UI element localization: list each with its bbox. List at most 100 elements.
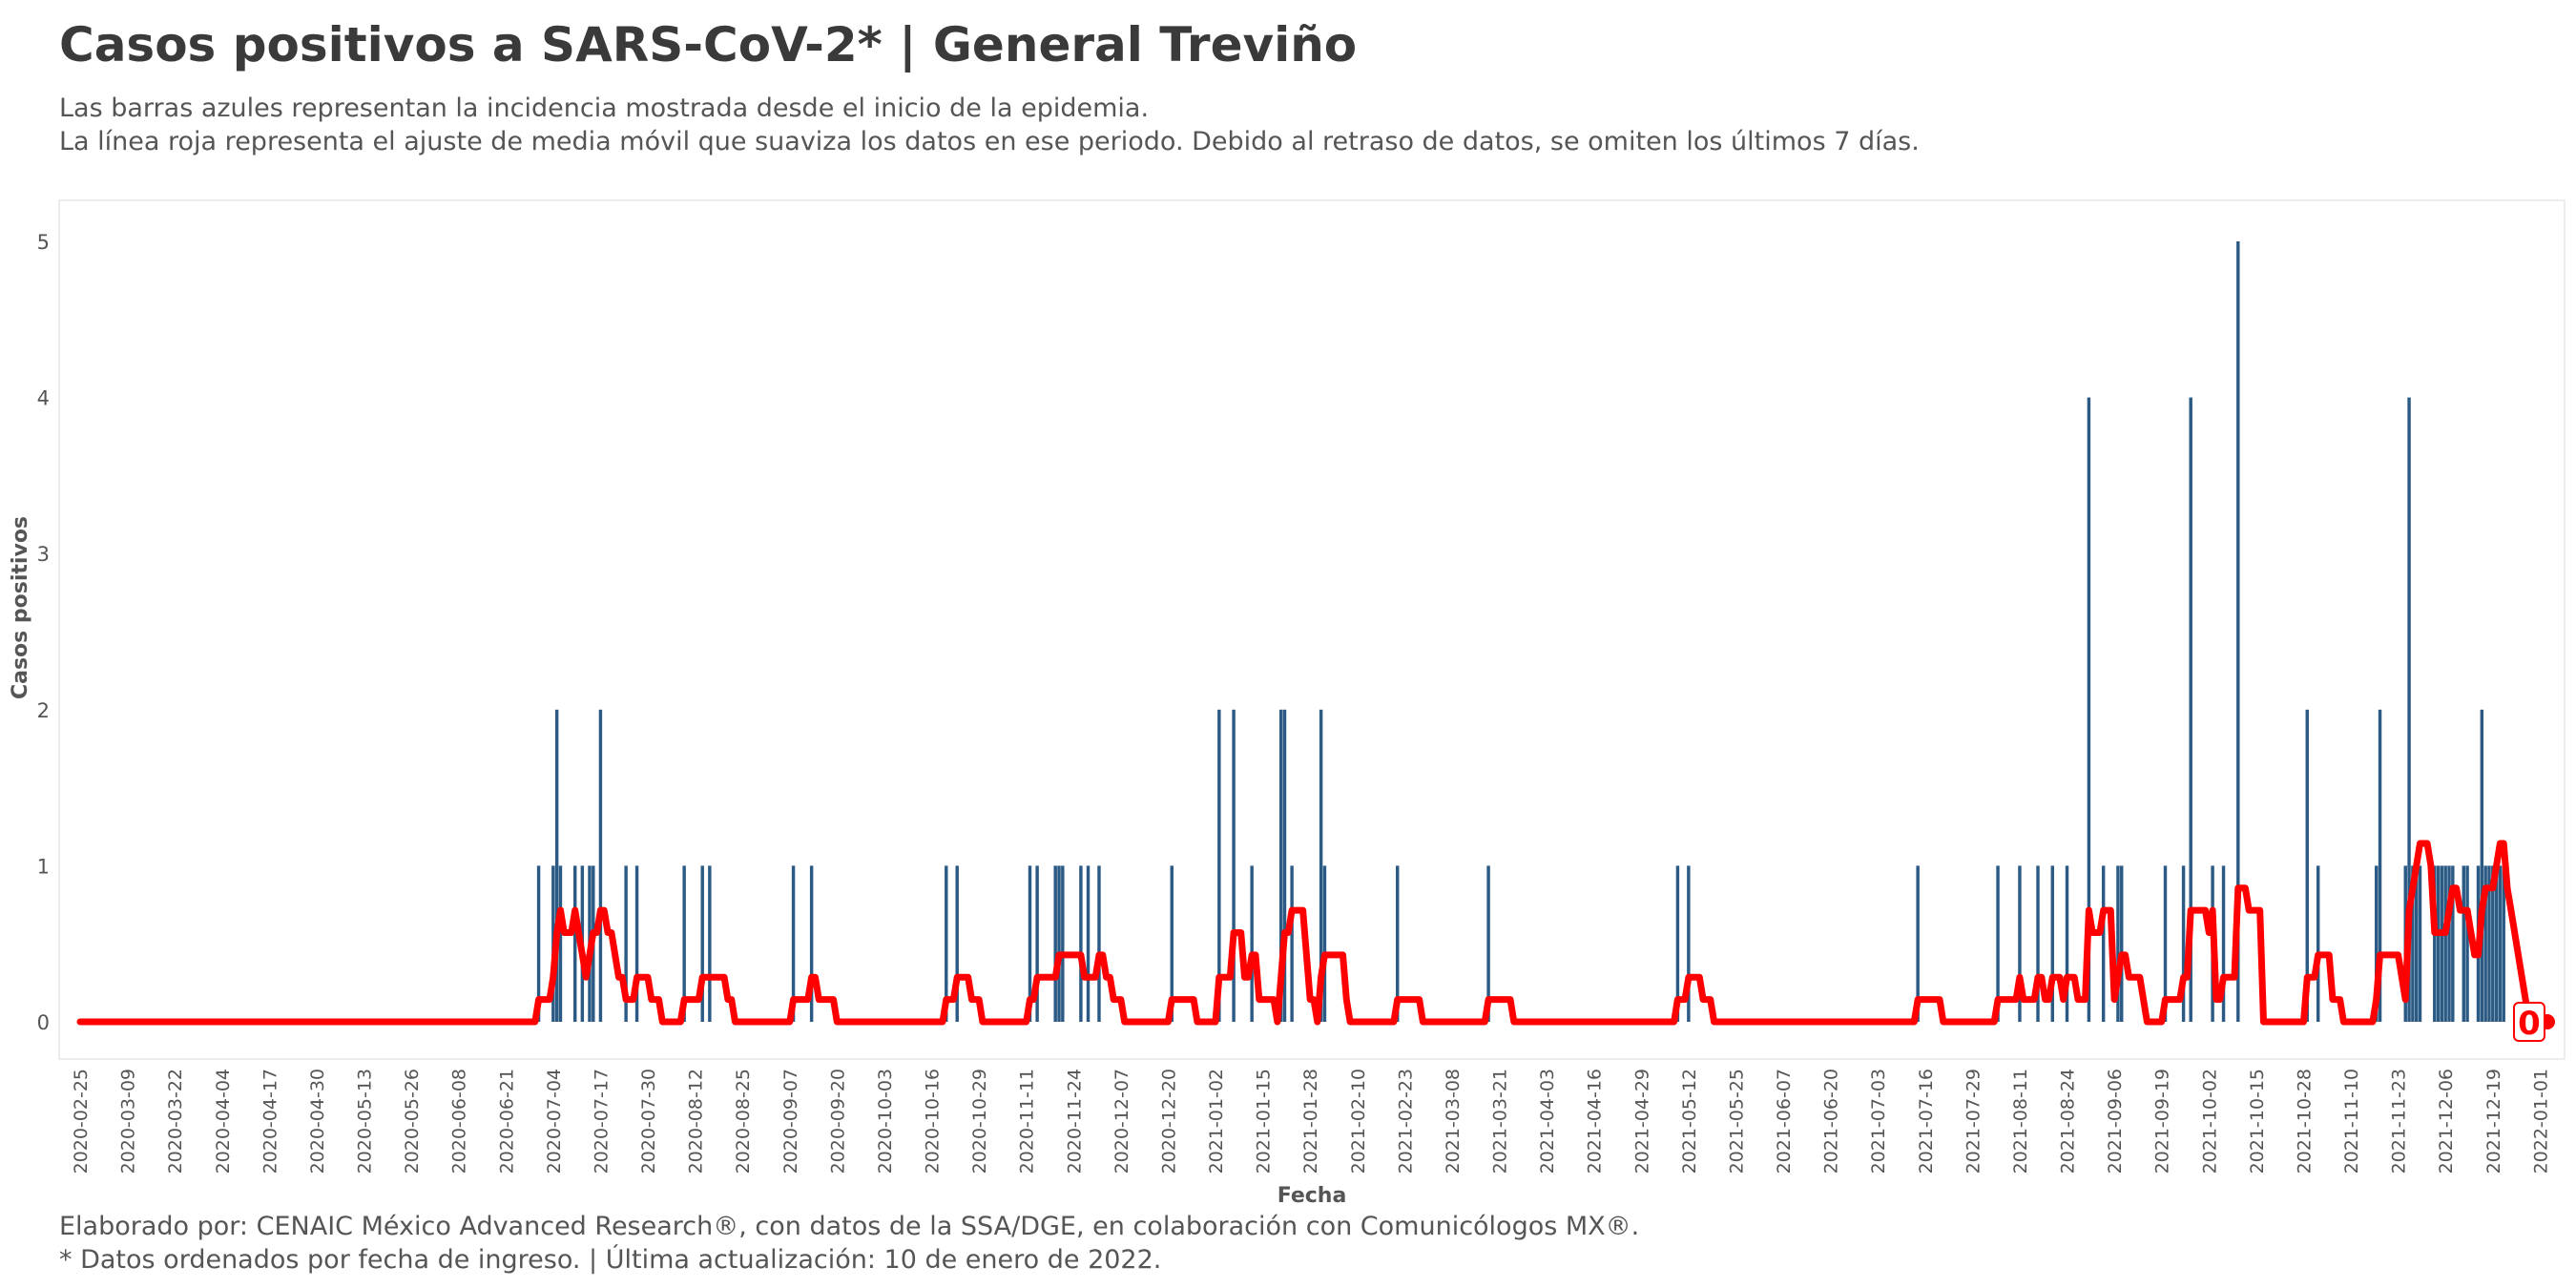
x-tick-label: 2020-11-24 (1064, 1069, 1085, 1174)
bar (700, 865, 704, 1022)
x-tick-label: 2020-10-16 (923, 1069, 944, 1174)
bar (2436, 865, 2441, 1022)
bar (1322, 865, 1327, 1022)
x-tick-label: 2021-05-12 (1679, 1069, 1700, 1174)
x-tick-label: 2021-05-25 (1726, 1069, 1747, 1174)
x-tick-label: 2021-10-02 (2199, 1069, 2220, 1174)
x-tick-label: 2021-10-15 (2247, 1069, 2268, 1174)
bar (554, 709, 559, 1022)
bar (1916, 865, 1920, 1022)
caption-line-2: * Datos ordenados por fecha de ingreso. … (59, 1245, 1162, 1275)
bar (2305, 709, 2309, 1022)
bar (2065, 865, 2069, 1022)
bar (791, 865, 796, 1022)
bar (1232, 709, 1236, 1022)
x-tick-label: 2020-11-11 (1017, 1069, 1038, 1174)
bar (955, 865, 959, 1022)
bar (1290, 865, 1294, 1022)
bar (2465, 865, 2469, 1022)
x-tick-label: 2021-12-06 (2436, 1069, 2457, 1174)
x-tick-label: 2021-02-23 (1395, 1069, 1416, 1174)
x-tick-label: 2021-10-28 (2294, 1069, 2315, 1174)
end-label-box (2513, 1002, 2545, 1042)
x-tick-label: 2021-03-08 (1443, 1069, 1464, 1174)
y-tick-label: 4 (37, 387, 50, 410)
bar (2494, 865, 2499, 1022)
x-tick-label: 2020-05-26 (402, 1069, 423, 1174)
bar (2483, 865, 2487, 1022)
bar (2498, 865, 2503, 1022)
bar (1097, 865, 1101, 1022)
bar (809, 865, 814, 1022)
x-tick-label: 2020-08-12 (686, 1069, 707, 1174)
x-tick-label: 2020-07-17 (591, 1069, 612, 1174)
x-tick-label: 2020-07-04 (544, 1069, 565, 1174)
x-tick-label: 2020-03-09 (118, 1069, 139, 1174)
x-tick-label: 2021-06-20 (1821, 1069, 1842, 1174)
x-axis-title: Fecha (1278, 1184, 1347, 1208)
bar (1675, 865, 1680, 1022)
bar (2087, 397, 2091, 1023)
moving-average-line (76, 840, 2551, 1026)
x-tick-label: 2021-04-29 (1631, 1069, 1652, 1174)
bar (2101, 865, 2106, 1022)
plot-panel (58, 199, 2566, 1060)
bar (2491, 865, 2495, 1022)
y-axis-title: Casos positivos (9, 516, 32, 699)
x-tick-label: 2020-03-22 (165, 1069, 186, 1174)
bar (1250, 865, 1254, 1022)
x-tick-label: 2020-08-25 (733, 1069, 754, 1174)
x-tick-label: 2020-09-20 (827, 1069, 848, 1174)
chart-title: Casos positivos a SARS-CoV-2* | General … (59, 17, 1358, 73)
bar (2036, 865, 2040, 1022)
bar (624, 865, 628, 1022)
bar (558, 865, 563, 1022)
y-tick-label: 3 (37, 543, 50, 566)
bar (2050, 865, 2054, 1022)
x-tick-label: 2022-01-01 (2530, 1069, 2551, 1174)
x-tick-label: 2021-11-23 (2389, 1069, 2410, 1174)
x-tick-label: 2021-07-03 (1868, 1069, 1889, 1174)
bar (2378, 709, 2382, 1022)
subtitle-line-2: La línea roja representa el ajuste de me… (59, 127, 1920, 156)
bar (945, 865, 948, 1022)
x-tick-label: 2020-06-21 (496, 1069, 517, 1174)
bar (1057, 865, 1061, 1022)
bar (2018, 865, 2022, 1022)
x-tick-label: 2021-06-07 (1774, 1069, 1795, 1174)
bar (2221, 865, 2226, 1022)
bar (573, 865, 577, 1022)
bar (2440, 865, 2444, 1022)
bar (2375, 865, 2379, 1022)
x-tick-label: 2020-06-08 (449, 1069, 470, 1174)
bar (682, 865, 686, 1022)
x-tick-label: 2020-04-04 (213, 1069, 234, 1174)
bar (1053, 865, 1057, 1022)
subtitle-line-1: Las barras azules representan la inciden… (59, 93, 1150, 123)
bar (1086, 865, 1091, 1022)
bar (2116, 865, 2120, 1022)
x-axis: 2020-02-25 2020-03-09 2020-03-22 2020-04-04… (71, 1069, 2551, 1174)
bar (2189, 397, 2192, 1023)
bar (1996, 865, 2000, 1022)
x-tick-label: 2021-01-15 (1254, 1069, 1275, 1174)
x-tick-label: 2021-08-24 (2058, 1069, 2079, 1174)
bar (2451, 865, 2455, 1022)
x-tick-label: 2021-03-21 (1490, 1069, 1511, 1174)
x-tick-label: 2021-08-11 (2010, 1069, 2031, 1174)
bar (2502, 865, 2505, 1022)
bar (2407, 397, 2411, 1023)
bar (2447, 865, 2451, 1022)
end-marker: 0 (2513, 1002, 2555, 1043)
bar (2316, 865, 2320, 1022)
bar (2462, 865, 2465, 1022)
x-tick-label: 2021-01-28 (1300, 1069, 1321, 1174)
bar (2480, 709, 2484, 1022)
bar (2487, 865, 2491, 1022)
bar (1217, 709, 1221, 1022)
x-tick-label: 2020-05-13 (355, 1069, 376, 1174)
bar (1028, 865, 1032, 1022)
bar (2443, 865, 2447, 1022)
bar (1061, 865, 1065, 1022)
